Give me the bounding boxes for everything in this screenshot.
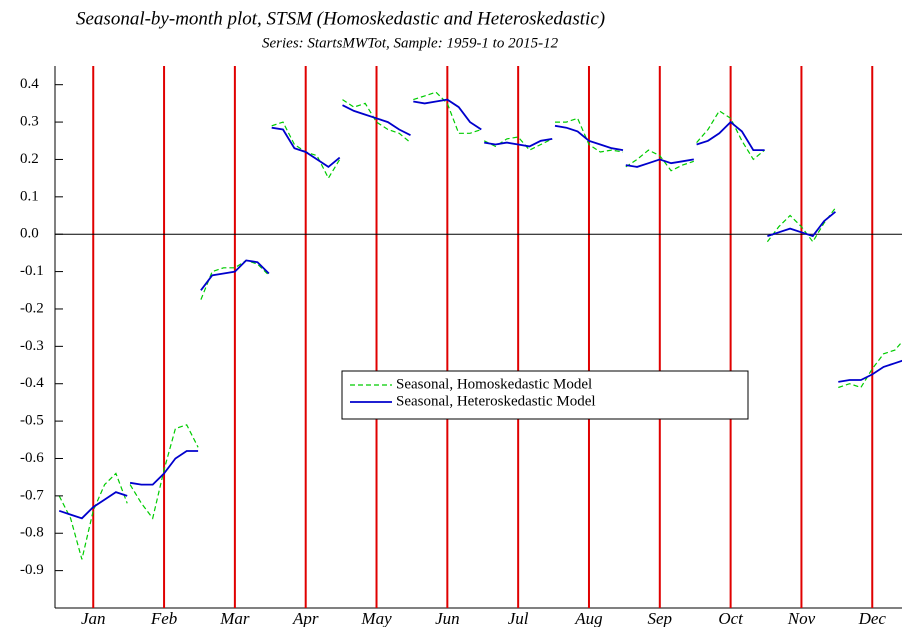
x-tick-label: Nov: [787, 609, 816, 627]
legend-label: Seasonal, Heteroskedastic Model: [396, 393, 596, 409]
plot-area: [55, 66, 902, 608]
y-tick-label: 0.4: [20, 76, 39, 92]
x-tick-label: Sep: [648, 609, 673, 627]
y-tick-label: -0.2: [20, 300, 44, 316]
x-tick-label: Jan: [81, 609, 106, 627]
chart-subtitle: Series: StartsMWTot, Sample: 1959-1 to 2…: [262, 35, 559, 51]
legend-label: Seasonal, Homoskedastic Model: [396, 376, 592, 392]
y-tick-label: 0.2: [20, 151, 39, 167]
x-tick-label: Jun: [435, 609, 460, 627]
y-tick-label: -0.7: [20, 487, 44, 503]
chart-title: Seasonal-by-month plot, STSM (Homoskedas…: [76, 8, 605, 29]
x-tick-label: Jul: [508, 609, 529, 627]
x-tick-label: May: [360, 609, 392, 627]
legend-box: [341, 370, 749, 420]
y-tick-label: -0.5: [20, 413, 44, 429]
x-tick-label: Apr: [292, 609, 319, 627]
y-tick-label: 0.3: [20, 114, 39, 130]
y-tick-label: -0.4: [20, 375, 44, 391]
x-tick-label: Aug: [574, 609, 602, 627]
y-tick-label: 0.0: [20, 226, 39, 242]
series-line: [58, 91, 902, 560]
series-line: [58, 98, 902, 520]
y-tick-label: -0.9: [20, 562, 44, 578]
x-tick-label: Dec: [858, 609, 887, 627]
y-tick-label: -0.8: [20, 525, 44, 541]
y-tick-label: 0.1: [20, 188, 39, 204]
y-tick-label: -0.1: [20, 263, 44, 279]
x-tick-label: Mar: [219, 609, 250, 627]
x-tick-label: Oct: [718, 609, 744, 627]
y-tick-label: -0.3: [20, 338, 44, 354]
x-tick-label: Feb: [150, 609, 177, 627]
y-tick-label: -0.6: [20, 450, 44, 466]
